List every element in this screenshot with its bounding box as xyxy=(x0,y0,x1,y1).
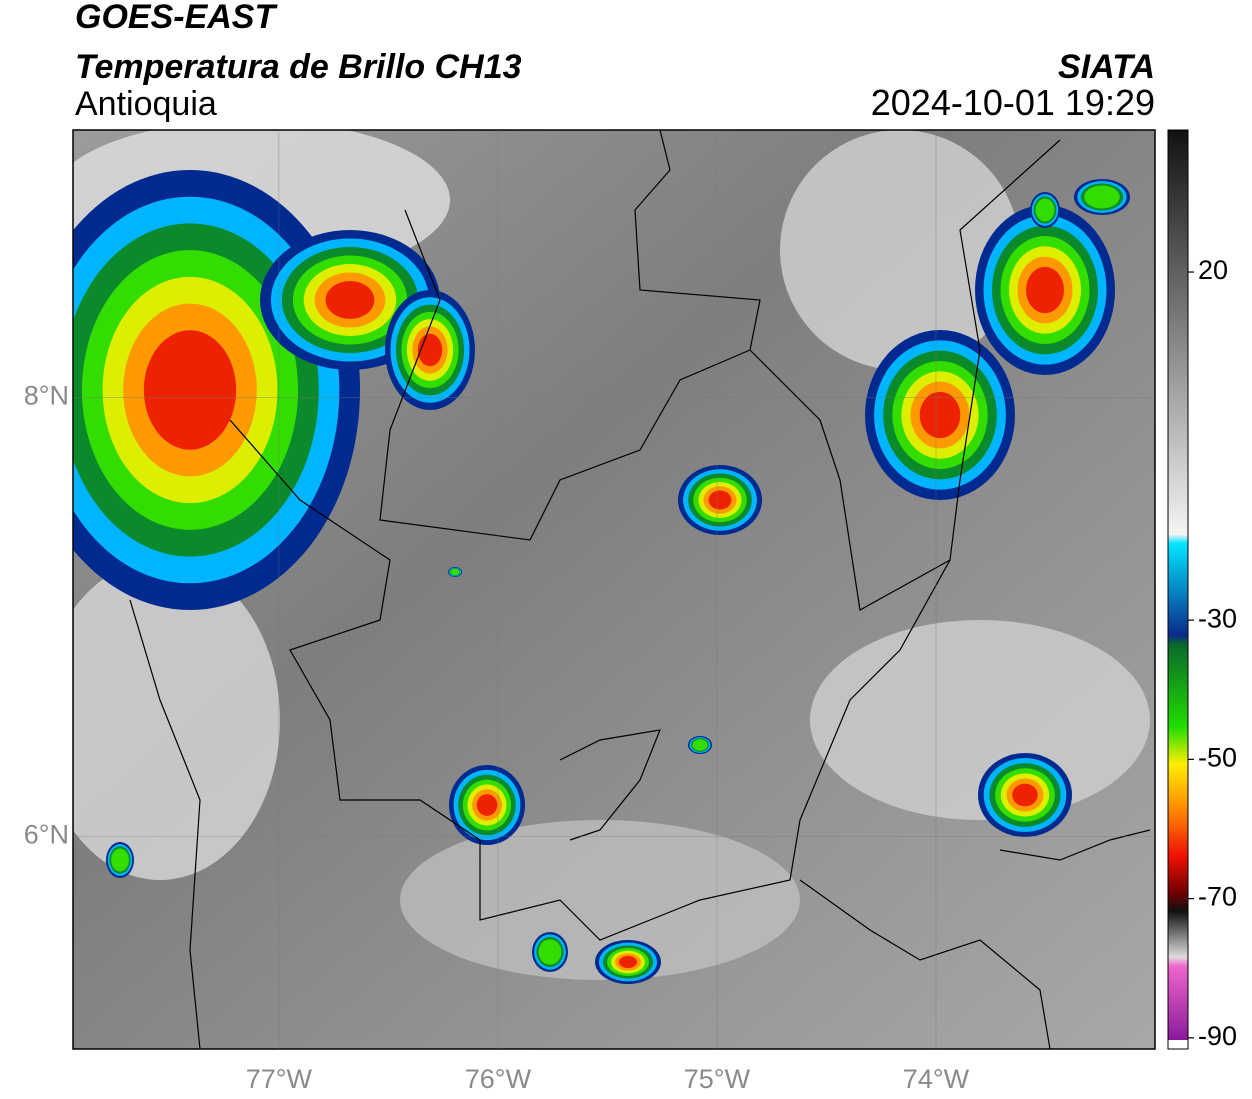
cloud xyxy=(810,620,1150,820)
colorbar xyxy=(1167,129,1189,1050)
border xyxy=(799,879,1051,1049)
title: GOES-EAST xyxy=(75,0,278,36)
storm-contour xyxy=(1084,185,1120,209)
storm-contour xyxy=(1035,198,1055,222)
y-tick-label: 8°N xyxy=(24,381,69,411)
x-tick-label: 74°W xyxy=(903,1064,970,1094)
storm-contour xyxy=(476,794,498,816)
x-tick-label: 77°W xyxy=(246,1064,313,1094)
x-tick-label: 75°W xyxy=(684,1064,751,1094)
border xyxy=(559,729,661,841)
border xyxy=(379,130,761,541)
storm-contour xyxy=(1026,266,1064,314)
source: SIATA xyxy=(1058,48,1155,86)
region: Antioquia xyxy=(75,85,217,123)
subtitle: Temperatura de Brillo CH13 xyxy=(75,48,522,86)
storm-contour xyxy=(417,333,443,367)
colorbar-tick-label: -30 xyxy=(1198,603,1237,633)
storm-contour xyxy=(919,391,961,439)
storm-contour xyxy=(708,490,732,510)
storms xyxy=(73,170,1130,984)
storm-contour xyxy=(619,956,637,968)
y-tick-label: 6°N xyxy=(24,819,69,849)
storm-contour xyxy=(143,330,237,450)
x-tick-label: 76°W xyxy=(465,1064,532,1094)
borders xyxy=(129,130,1151,1049)
border xyxy=(959,139,1061,481)
cloud xyxy=(73,560,280,880)
cloud xyxy=(780,130,1020,370)
colorbar-tick-label: -70 xyxy=(1198,882,1237,912)
storm-contour xyxy=(450,568,460,576)
storm-contour xyxy=(1012,783,1038,807)
map-area xyxy=(73,130,1155,1049)
border xyxy=(129,599,201,1049)
storm-contour xyxy=(325,281,375,319)
border xyxy=(999,829,1151,861)
storm-contour xyxy=(692,739,708,751)
colorbar-tick-label: 20 xyxy=(1198,255,1228,285)
cloud xyxy=(400,820,800,980)
colorbar-tick-label: -90 xyxy=(1198,1021,1237,1051)
storm-contour xyxy=(111,848,129,872)
colorbar-tick-label: -50 xyxy=(1198,743,1237,773)
timestamp: 2024-10-01 19:29 xyxy=(871,82,1155,123)
storm-contour xyxy=(538,939,562,965)
border xyxy=(749,349,951,611)
map-frame xyxy=(72,129,1156,1050)
border xyxy=(229,419,961,941)
